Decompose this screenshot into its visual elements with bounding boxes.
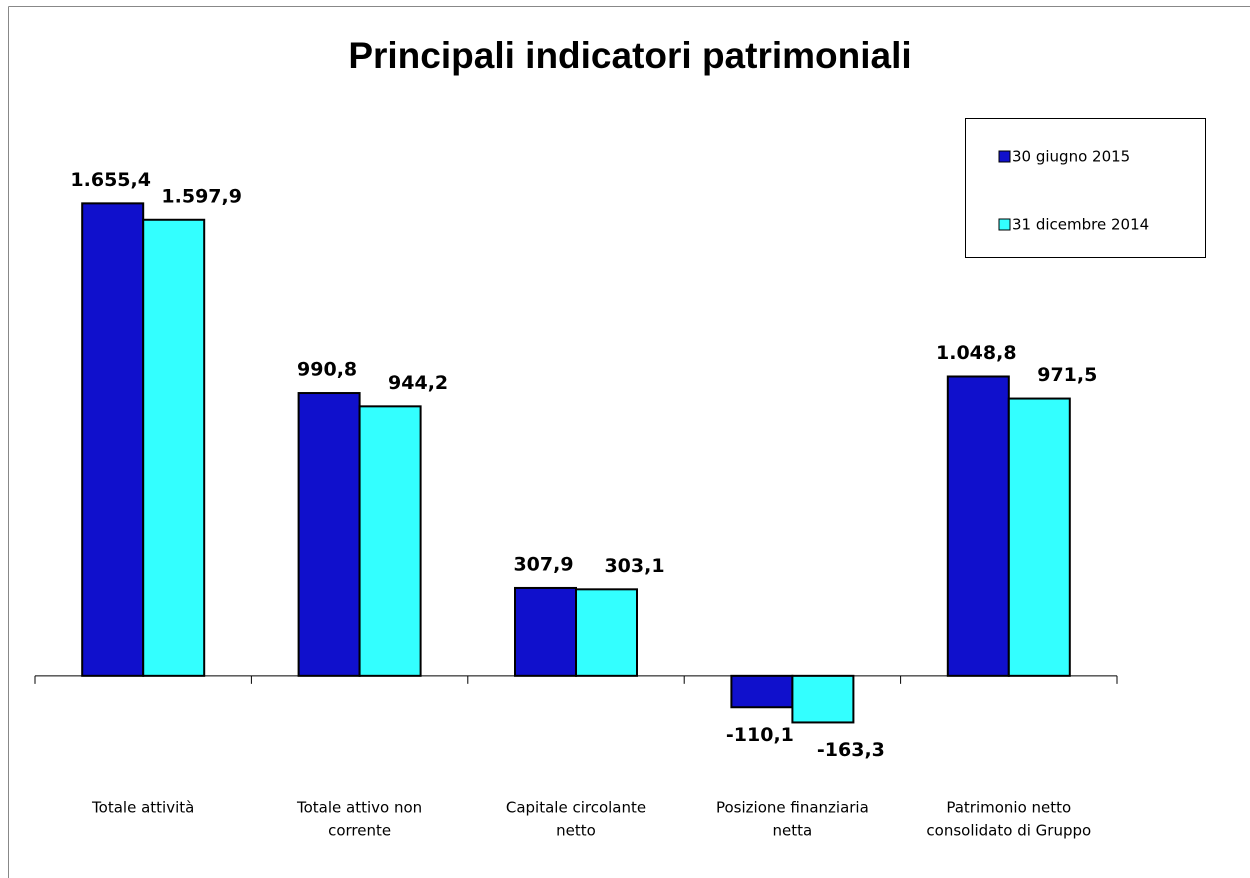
bar [946,375,1010,677]
bar [142,218,206,677]
value-label: 1.597,9 [161,185,242,207]
value-label: 303,1 [604,555,664,577]
bar [514,586,577,677]
legend-swatch [998,150,1011,163]
x-tick-label: consolidato di Gruppo [926,822,1091,840]
x-tick-label: Posizione finanziaria [716,799,869,817]
x-tick-label: netta [773,822,813,840]
x-tick-label: Totale attivo non [296,799,422,817]
value-label: 944,2 [388,372,448,394]
value-label: 1.048,8 [936,342,1017,364]
bar [358,405,422,677]
legend-swatch [998,218,1011,231]
x-tick-label: corrente [328,822,391,840]
value-label: 971,5 [1037,364,1097,386]
value-label: -163,3 [817,739,885,761]
bar [730,674,794,709]
x-tick-label: Patrimonio netto [946,799,1071,817]
value-label: 990,8 [297,359,357,381]
x-tick-label: Capitale circolante [506,799,646,817]
legend-box [965,118,1206,258]
x-tick-label: netto [556,822,596,840]
legend-label: 30 giugno 2015 [1012,148,1130,166]
bar [81,202,145,677]
bar [575,588,638,677]
legend-label: 31 dicembre 2014 [1012,216,1149,234]
x-tick-label: Totale attività [91,799,194,817]
bar [791,674,855,724]
value-label: -110,1 [726,724,794,746]
value-label: 307,9 [513,553,573,575]
bar [297,392,361,677]
value-label: 1.655,4 [70,169,151,191]
chart-title: Principali indicatori patrimoniali [348,35,911,76]
bar [1007,397,1071,677]
